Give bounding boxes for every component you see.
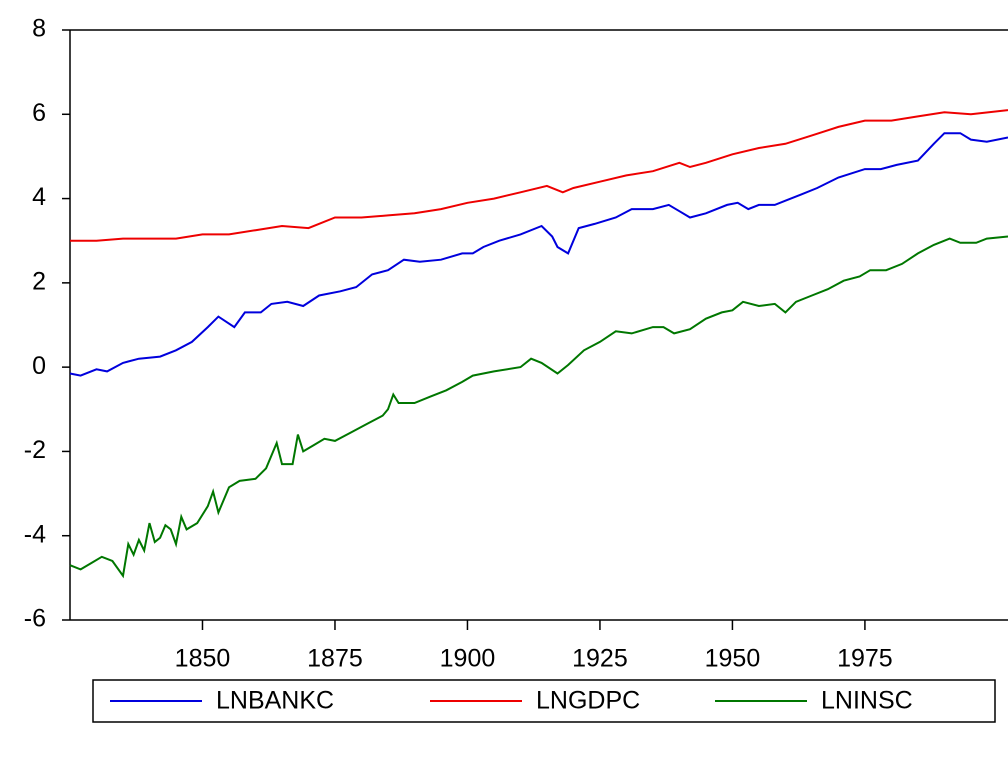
y-tick-label: -2 xyxy=(24,436,46,464)
y-tick-label: 4 xyxy=(32,183,46,211)
x-tick-label: 1900 xyxy=(440,645,496,673)
y-tick-label: 8 xyxy=(32,15,46,43)
x-tick-label: 1925 xyxy=(572,645,628,673)
y-tick-label: 0 xyxy=(32,352,46,380)
x-tick-label: 1875 xyxy=(307,645,363,673)
series-line xyxy=(69,235,1008,579)
legend-label: LNBANKC xyxy=(216,687,334,715)
y-tick-label: 6 xyxy=(32,99,46,127)
legend-label: LNGDPC xyxy=(536,687,640,715)
x-tick-label: 1975 xyxy=(837,645,893,673)
x-tick-label: 1950 xyxy=(705,645,761,673)
series-line xyxy=(70,109,1008,242)
y-tick-label: -6 xyxy=(24,605,46,633)
y-tick-label: 2 xyxy=(32,267,46,295)
legend-box xyxy=(92,679,996,723)
series-line xyxy=(69,132,1008,377)
y-tick-label: -4 xyxy=(24,520,46,548)
legend-label: LNINSC xyxy=(821,687,913,715)
x-tick-label: 1850 xyxy=(175,645,231,673)
